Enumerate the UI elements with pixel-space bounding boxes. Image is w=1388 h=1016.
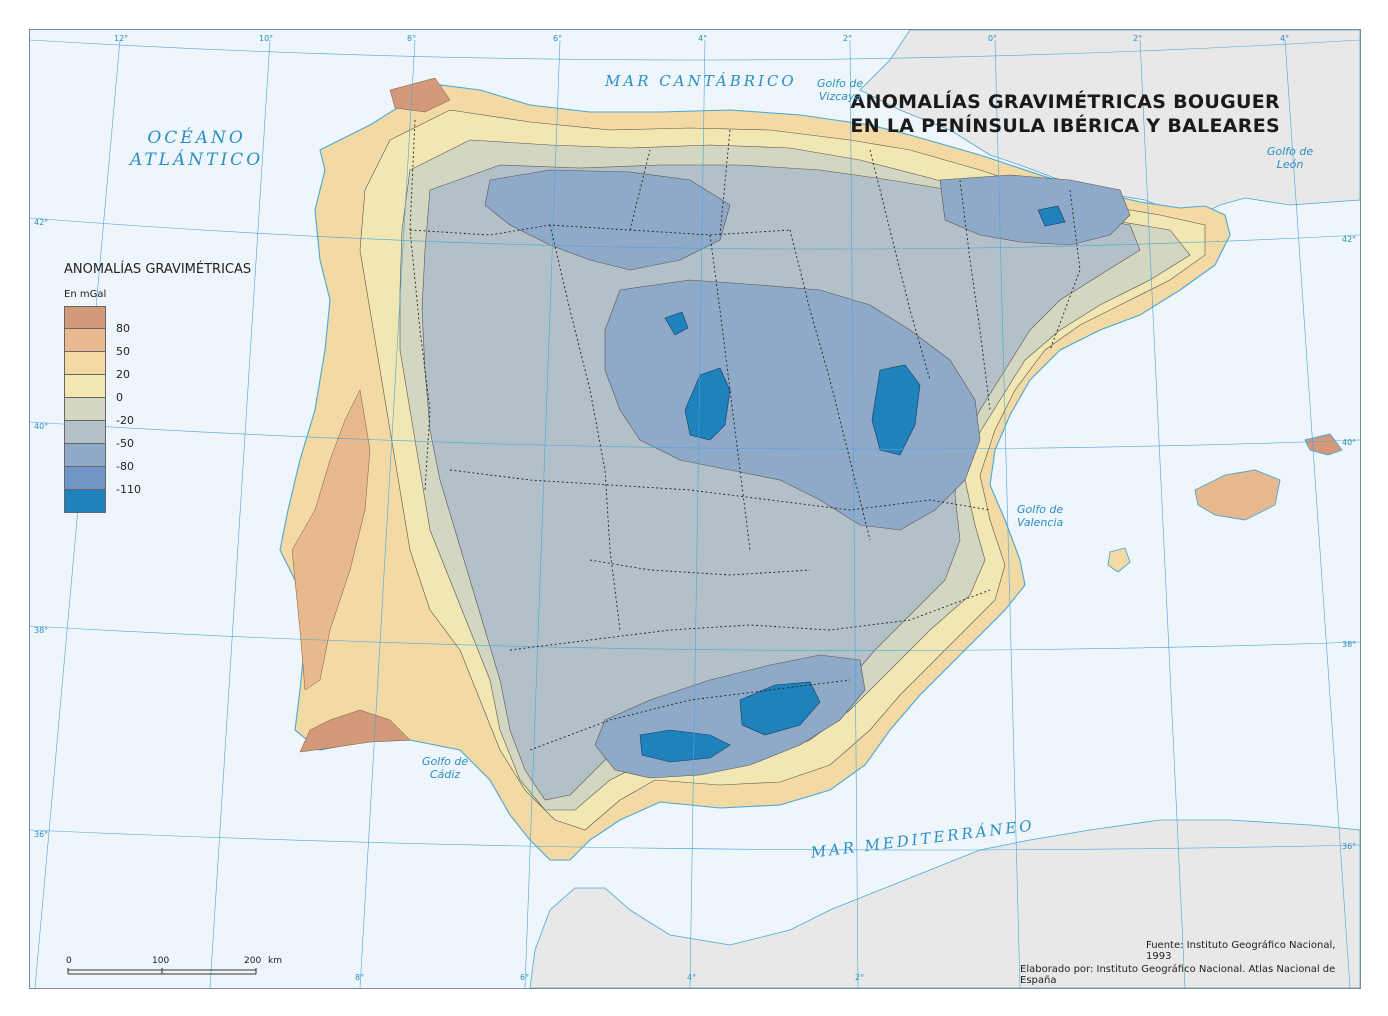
legend-swatch xyxy=(64,490,106,513)
vizcaya-line1: Golfo de xyxy=(817,77,864,90)
anomaly-50-portugal xyxy=(291,389,371,691)
coord-left-36: 36° xyxy=(34,830,49,839)
coord-right-36: 36° xyxy=(1342,842,1357,851)
scale-label-100: 100 xyxy=(152,956,170,966)
cadiz-line1: Golfo de xyxy=(422,755,469,768)
coord-bottom-2w: 2° xyxy=(855,973,865,982)
map-canvas xyxy=(30,30,1360,988)
coord-left-38: 38° xyxy=(34,626,49,635)
title-line1: ANOMALÍAS GRAVIMÉTRICAS BOUGUER xyxy=(850,91,1280,113)
leon-line1: Golfo de xyxy=(1267,145,1314,158)
valencia-line1: Golfo de xyxy=(1017,503,1064,516)
legend-unit: En mGal xyxy=(64,289,107,300)
anomaly-minus80-north xyxy=(484,169,731,271)
legend: ANOMALÍAS GRAVIMÉTRICAS En mGal 80 50 20 0 -… xyxy=(64,262,251,526)
anomaly-50-baleares-mallorca xyxy=(1194,469,1281,521)
coord-top-0: 0° xyxy=(988,34,998,43)
golfo-vizcaya-label: Golfo de Vizcaya xyxy=(817,77,863,103)
anomaly-20-ibiza xyxy=(1107,547,1131,573)
coord-bottom-6w: 6° xyxy=(520,973,530,982)
anomaly-minus110-northwest xyxy=(664,311,689,336)
coord-top-8w: 8° xyxy=(407,34,417,43)
coord-bottom-8w: 8° xyxy=(355,973,365,982)
legend-threshold-label: 50 xyxy=(116,345,130,358)
vizcaya-line2: Vizcaya xyxy=(818,90,862,103)
anomaly-minus110-central-west xyxy=(684,367,731,441)
legend-threshold-label: 80 xyxy=(116,322,130,335)
africa-land xyxy=(529,819,1360,988)
legend-swatch xyxy=(64,444,106,467)
coord-top-10w: 10° xyxy=(259,34,274,43)
legend-body: 80 50 20 0 -20 -50 -80 -110 xyxy=(64,306,184,526)
legend-threshold-label: -50 xyxy=(116,437,134,450)
anomaly-minus110-central-east xyxy=(871,364,921,456)
coord-top-4e: 4° xyxy=(1280,34,1290,43)
anomaly-50-baleares-menorca xyxy=(1304,433,1343,456)
legend-swatch xyxy=(64,398,106,421)
leon-line2: León xyxy=(1276,158,1304,171)
scale-unit: km xyxy=(268,956,282,966)
map-frame: ANOMALÍAS GRAVIMÉTRICAS BOUGUER EN LA PE… xyxy=(29,29,1361,989)
legend-swatch xyxy=(64,467,106,490)
golfo-valencia-label: Golfo de Valencia xyxy=(1017,503,1063,529)
legend-threshold-label: 20 xyxy=(116,368,130,381)
valencia-line2: Valencia xyxy=(1017,516,1064,529)
cadiz-line2: Cádiz xyxy=(429,768,461,781)
title-line2: EN LA PENÍNSULA IBÉRICA Y BALEARES xyxy=(850,115,1280,137)
coord-right-42: 42° xyxy=(1342,235,1357,244)
coord-top-6w: 6° xyxy=(553,34,563,43)
scale-label-200: 200 xyxy=(244,956,262,966)
atlantic-ocean-label: OCÉANO ATLÁNTICO xyxy=(130,127,263,171)
coord-top-2w: 2° xyxy=(843,34,853,43)
legend-swatch xyxy=(64,352,106,375)
legend-threshold-label: -80 xyxy=(116,460,134,473)
anomaly-minus110-ebro xyxy=(1037,205,1066,227)
mar-cantabrico-label: MAR CANTÁBRICO xyxy=(605,72,797,90)
scale-label-0: 0 xyxy=(66,956,72,966)
legend-swatch xyxy=(64,306,106,329)
province-boundaries xyxy=(409,119,1081,751)
coord-top-12w: 12° xyxy=(114,34,129,43)
legend-title: ANOMALÍAS GRAVIMÉTRICAS xyxy=(64,262,252,277)
legend-swatch xyxy=(64,421,106,444)
golfo-leon-label: Golfo de León xyxy=(1267,145,1313,171)
graticule xyxy=(30,39,1360,988)
coord-left-40: 40° xyxy=(34,422,49,431)
coord-left-42: 42° xyxy=(34,218,49,227)
map-title: ANOMALÍAS GRAVIMÉTRICAS BOUGUER EN LA PE… xyxy=(850,90,1280,138)
atlantic-line2: ATLÁNTICO xyxy=(130,150,264,170)
anomaly-minus110-betics-east xyxy=(739,681,821,736)
anomaly-minus110-betics-west xyxy=(639,729,731,763)
coord-top-2e: 2° xyxy=(1133,34,1143,43)
source-credit: Fuente: Instituto Geográfico Nacional, 1… xyxy=(1146,940,1336,962)
coord-bottom-4w: 4° xyxy=(687,973,697,982)
made-by-credit: Elaborado por: Instituto Geográfico Naci… xyxy=(1020,964,1336,986)
anomaly-80-algarve xyxy=(299,709,411,753)
coord-right-40: 40° xyxy=(1342,438,1357,447)
legend-swatch xyxy=(64,375,106,398)
coord-top-4w: 4° xyxy=(698,34,708,43)
anomaly-minus80-center xyxy=(604,279,981,531)
anomaly-80-galicia xyxy=(389,77,451,113)
legend-threshold-label: -110 xyxy=(116,483,141,496)
legend-threshold-label: 0 xyxy=(116,391,123,404)
scale-bar-graphic xyxy=(67,968,257,975)
anomaly-minus80-ebro xyxy=(939,174,1131,246)
atlantic-line1: OCÉANO xyxy=(147,128,246,148)
golfo-cadiz-label: Golfo de Cádiz xyxy=(422,755,468,781)
legend-swatch xyxy=(64,329,106,352)
coord-right-38: 38° xyxy=(1342,640,1357,649)
legend-threshold-label: -20 xyxy=(116,414,134,427)
